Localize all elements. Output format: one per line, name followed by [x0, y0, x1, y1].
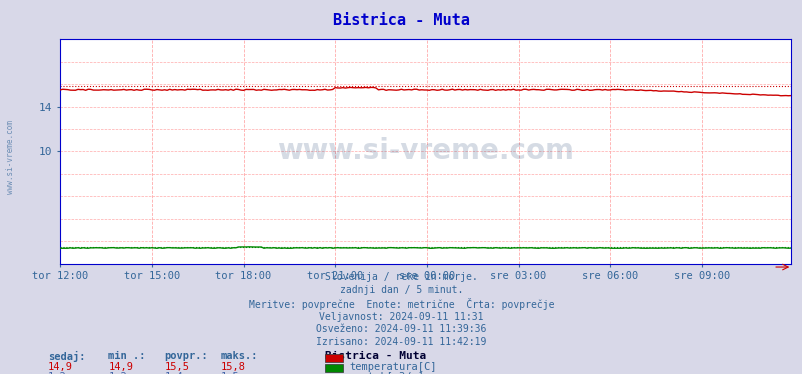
Text: 1,2: 1,2 [48, 372, 67, 374]
Text: zadnji dan / 5 minut.: zadnji dan / 5 minut. [339, 285, 463, 295]
Text: 1,5: 1,5 [221, 372, 239, 374]
Text: povpr.:: povpr.: [164, 351, 208, 361]
Text: 15,5: 15,5 [164, 362, 189, 372]
Text: www.si-vreme.com: www.si-vreme.com [6, 120, 15, 194]
Text: temperatura[C]: temperatura[C] [349, 362, 436, 372]
Text: Slovenija / reke in morje.: Slovenija / reke in morje. [325, 272, 477, 282]
Text: Meritve: povprečne  Enote: metrične  Črta: povprečje: Meritve: povprečne Enote: metrične Črta:… [249, 298, 553, 310]
Text: pretok[m3/s]: pretok[m3/s] [349, 372, 423, 374]
Text: Osveženo: 2024-09-11 11:39:36: Osveženo: 2024-09-11 11:39:36 [316, 324, 486, 334]
Text: Bistrica - Muta: Bistrica - Muta [333, 13, 469, 28]
Text: Veljavnost: 2024-09-11 11:31: Veljavnost: 2024-09-11 11:31 [319, 312, 483, 322]
Text: 1,4: 1,4 [164, 372, 183, 374]
Text: Izrisano: 2024-09-11 11:42:19: Izrisano: 2024-09-11 11:42:19 [316, 337, 486, 347]
Text: maks.:: maks.: [221, 351, 258, 361]
Text: min .:: min .: [108, 351, 146, 361]
Text: 14,9: 14,9 [108, 362, 133, 372]
Text: sedaj:: sedaj: [48, 351, 86, 362]
Text: 15,8: 15,8 [221, 362, 245, 372]
Text: Bistrica - Muta: Bistrica - Muta [325, 351, 426, 361]
Text: 1,2: 1,2 [108, 372, 127, 374]
Text: 14,9: 14,9 [48, 362, 73, 372]
Text: www.si-vreme.com: www.si-vreme.com [277, 138, 573, 165]
